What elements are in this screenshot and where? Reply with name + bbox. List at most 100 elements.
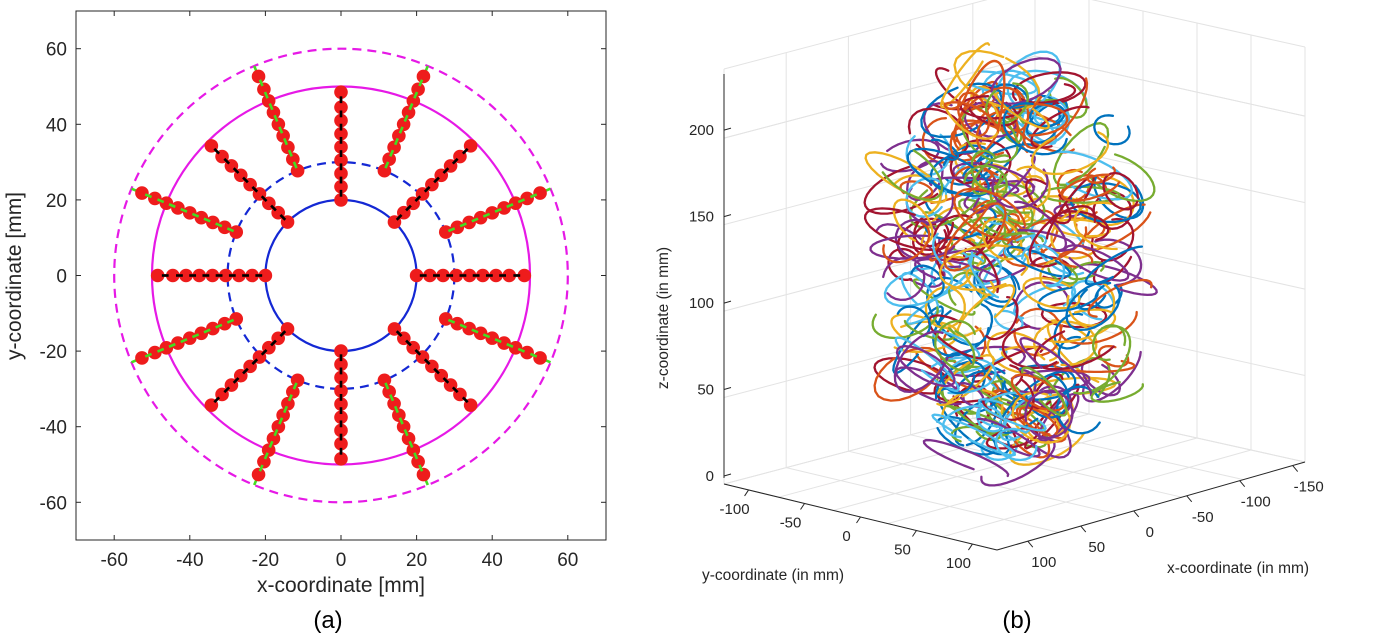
trajectory-loop: [978, 398, 1047, 432]
wall-edge: [723, 0, 988, 70]
ray-point: [438, 225, 453, 239]
ray-link: [506, 203, 514, 209]
trajectory-loop: [960, 107, 1019, 164]
ray-point: [281, 140, 295, 155]
ray-point: [217, 220, 232, 235]
ray-point: [334, 85, 348, 99]
ray-point: [258, 268, 273, 283]
ray-link: [168, 342, 176, 348]
ray-link: [451, 386, 459, 394]
ray-point: [334, 153, 348, 168]
ray-point: [194, 326, 209, 341]
ray-point: [423, 268, 437, 283]
ray-link: [442, 377, 450, 384]
trajectory-loop: [1077, 288, 1107, 311]
trajectory-loop: [1028, 204, 1097, 268]
ray-link: [191, 212, 200, 218]
ray-point: [406, 94, 421, 108]
ray-point: [276, 408, 290, 422]
ray-point: [218, 268, 233, 283]
ray-link: [433, 367, 440, 375]
trajectory-loop: [1094, 238, 1143, 287]
ray-point: [377, 373, 392, 388]
ray-link: [278, 417, 284, 425]
x-axis-line: [996, 461, 1306, 551]
ray-point: [334, 100, 348, 115]
trajectory-loop: [1070, 279, 1116, 321]
panel-a-y-axis-label: y-coordinate [mm]: [3, 192, 26, 360]
y-tick-mark: [800, 503, 805, 510]
trajectory-loop: [990, 57, 1062, 105]
ray-link: [433, 176, 440, 184]
trajectory-loop: [947, 271, 986, 309]
trajectory-loop: [1003, 364, 1077, 401]
ray-point: [261, 443, 276, 457]
ray-point: [334, 140, 348, 154]
ray-point: [533, 186, 547, 200]
ray-link: [279, 214, 287, 221]
floor-grid-line: [833, 425, 1144, 511]
ray-link: [393, 405, 399, 414]
ray-link: [413, 91, 419, 99]
trajectory-loop: [953, 187, 1027, 241]
ray-point: [533, 351, 547, 365]
trajectory-loop: [910, 264, 945, 298]
trajectory-loop: [956, 283, 1016, 338]
ray-point: [194, 210, 209, 225]
ray-point: [520, 345, 534, 360]
ray-link: [263, 452, 269, 460]
x-tick-label: 0: [1146, 524, 1154, 541]
ray-link: [270, 204, 277, 212]
ray-point: [165, 268, 180, 283]
ray-link: [398, 126, 404, 134]
ray-link: [447, 227, 456, 233]
trajectory-loop: [1091, 324, 1127, 362]
ray-point: [462, 268, 477, 283]
ray-point: [411, 454, 425, 469]
x-tick-label: 60: [557, 550, 578, 571]
ray-point: [334, 452, 348, 466]
ray-point: [462, 321, 476, 336]
trajectory-loop: [942, 329, 976, 372]
ray-link: [268, 440, 274, 448]
circle-outer-dashed: [113, 47, 569, 504]
trajectory-loop: [894, 336, 960, 392]
trajectory-loop: [1016, 165, 1051, 210]
ray-point: [396, 117, 411, 132]
z-tick-label: 50: [697, 382, 714, 399]
ray-link: [529, 352, 538, 358]
trajectory-loop: [927, 314, 984, 360]
ray-point: [406, 443, 421, 457]
trajectory-loop: [1060, 173, 1121, 202]
ray-link: [180, 338, 188, 344]
trajectory-loop: [980, 433, 1018, 461]
ray-point: [232, 268, 246, 283]
ray-point: [334, 383, 348, 398]
z-tick-label: 100: [689, 295, 714, 312]
ray-point: [475, 268, 490, 283]
trajectory-loop: [980, 437, 1056, 487]
ray-link: [405, 339, 412, 347]
trajectory-loop: [1030, 105, 1090, 149]
ray-point: [497, 201, 511, 215]
ray-point: [205, 268, 220, 283]
ray-point: [257, 454, 271, 469]
y-tick-label: 100: [946, 555, 971, 572]
x-tick-label: 40: [482, 550, 503, 571]
ray-point: [206, 215, 220, 230]
trajectory-loop: [1053, 359, 1136, 374]
ray-link: [408, 103, 414, 111]
ray-link: [494, 338, 502, 344]
x-tick-label: -40: [176, 550, 203, 571]
trajectory-loop: [1021, 243, 1066, 287]
ray-link: [180, 207, 188, 213]
ray-point: [251, 69, 266, 84]
ray-link: [418, 464, 424, 472]
ray-link: [459, 323, 467, 329]
panel-b-label: (b): [1002, 607, 1031, 634]
ray-link: [226, 227, 235, 233]
ray-point: [334, 397, 348, 411]
ray-point: [286, 152, 300, 167]
ray-point: [401, 105, 416, 120]
panel-b-ticks: 0 50 100 150 200 -100 -50 0 50 100 100 50 0 -50 -100 -1…: [689, 74, 1324, 572]
